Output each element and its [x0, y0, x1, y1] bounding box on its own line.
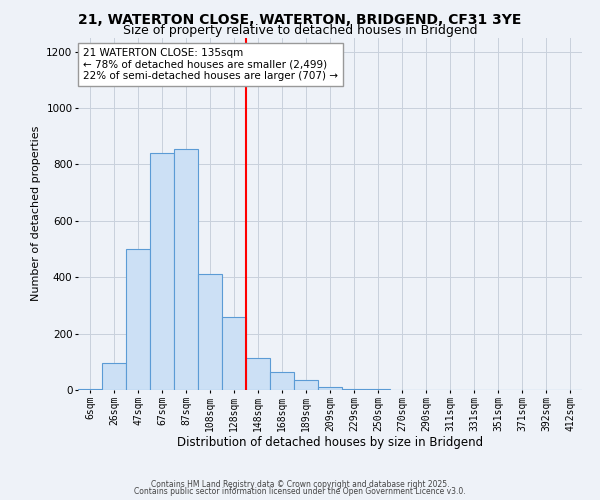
Bar — [270, 372, 294, 390]
Text: 21, WATERTON CLOSE, WATERTON, BRIDGEND, CF31 3YE: 21, WATERTON CLOSE, WATERTON, BRIDGEND, … — [79, 12, 521, 26]
Text: Contains public sector information licensed under the Open Government Licence v3: Contains public sector information licen… — [134, 487, 466, 496]
Bar — [102, 363, 126, 390]
Bar — [126, 249, 150, 390]
Bar — [174, 149, 198, 390]
Bar — [150, 153, 174, 390]
Bar — [294, 380, 318, 390]
Bar — [318, 387, 342, 390]
Text: Size of property relative to detached houses in Bridgend: Size of property relative to detached ho… — [123, 24, 477, 37]
Bar — [222, 316, 246, 390]
X-axis label: Distribution of detached houses by size in Bridgend: Distribution of detached houses by size … — [177, 436, 483, 450]
Bar — [78, 388, 102, 390]
Text: 21 WATERTON CLOSE: 135sqm
← 78% of detached houses are smaller (2,499)
22% of se: 21 WATERTON CLOSE: 135sqm ← 78% of detac… — [83, 48, 338, 82]
Bar — [342, 388, 366, 390]
Text: Contains HM Land Registry data © Crown copyright and database right 2025.: Contains HM Land Registry data © Crown c… — [151, 480, 449, 489]
Bar — [198, 274, 222, 390]
Bar — [246, 358, 270, 390]
Y-axis label: Number of detached properties: Number of detached properties — [31, 126, 41, 302]
